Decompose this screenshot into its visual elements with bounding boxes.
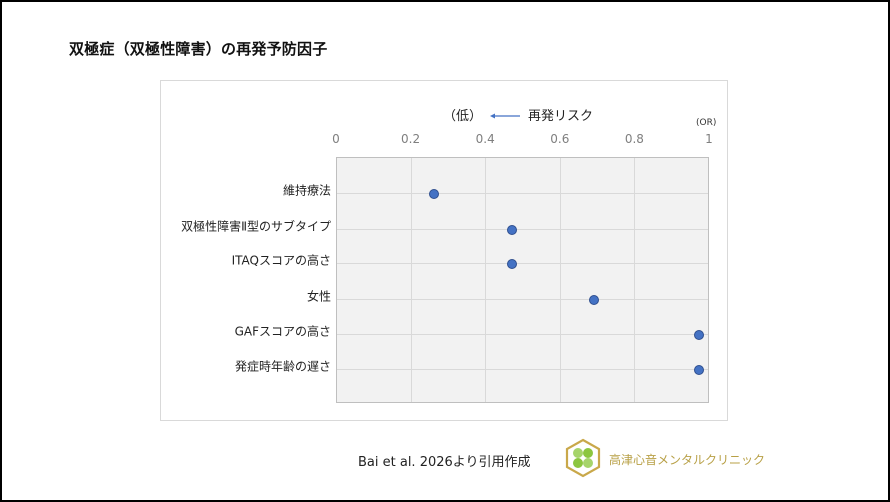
risk-direction-annotation: （低） 再発リスク [443,105,593,124]
x-tick-label: 0.6 [550,132,570,146]
horizontal-gridline [337,334,708,335]
horizontal-gridline [337,299,708,300]
source-citation: Bai et al. 2026より引用作成 [358,455,531,470]
category-label: GAFスコアの高さ [234,324,331,339]
data-point-marker [589,294,600,305]
category-label: ITAQスコアの高さ [231,253,331,268]
risk-label: 再発リスク [528,109,594,124]
arrow-left-icon [490,110,521,120]
x-tick-label: 0.4 [475,132,495,146]
data-point-marker [428,188,439,199]
x-tick-label: 0.8 [624,132,644,146]
vertical-gridline [410,158,412,402]
category-label: 双極性障害Ⅱ型のサブタイプ [181,219,331,234]
plot-area [336,157,709,403]
data-point-marker [507,258,518,269]
category-label: 発症時年齢の遅さ [234,359,331,374]
clinic-name: 高津心音メンタルクリニック [609,453,766,467]
vertical-gridline [485,158,487,402]
horizontal-gridline [337,229,708,230]
horizontal-gridline [337,369,708,370]
vertical-gridline [559,158,561,402]
clover-hexagon-logo-icon [565,438,601,478]
vertical-gridline [634,158,636,402]
horizontal-gridline [337,263,708,264]
horizontal-gridline [337,193,708,194]
data-point-marker [693,364,704,375]
unit-label: (OR) [696,118,717,128]
x-tick-label: 1 [705,132,713,146]
page-title: 双極症（双極性障害）の再発予防因子 [69,40,328,58]
data-point-marker [507,224,518,235]
x-tick-label: 0 [332,132,340,146]
data-point-marker [693,329,704,340]
x-tick-label: 0.2 [401,132,421,146]
category-label: 女性 [306,289,331,304]
category-label: 維持療法 [282,183,331,198]
low-label: （低） [443,109,483,124]
